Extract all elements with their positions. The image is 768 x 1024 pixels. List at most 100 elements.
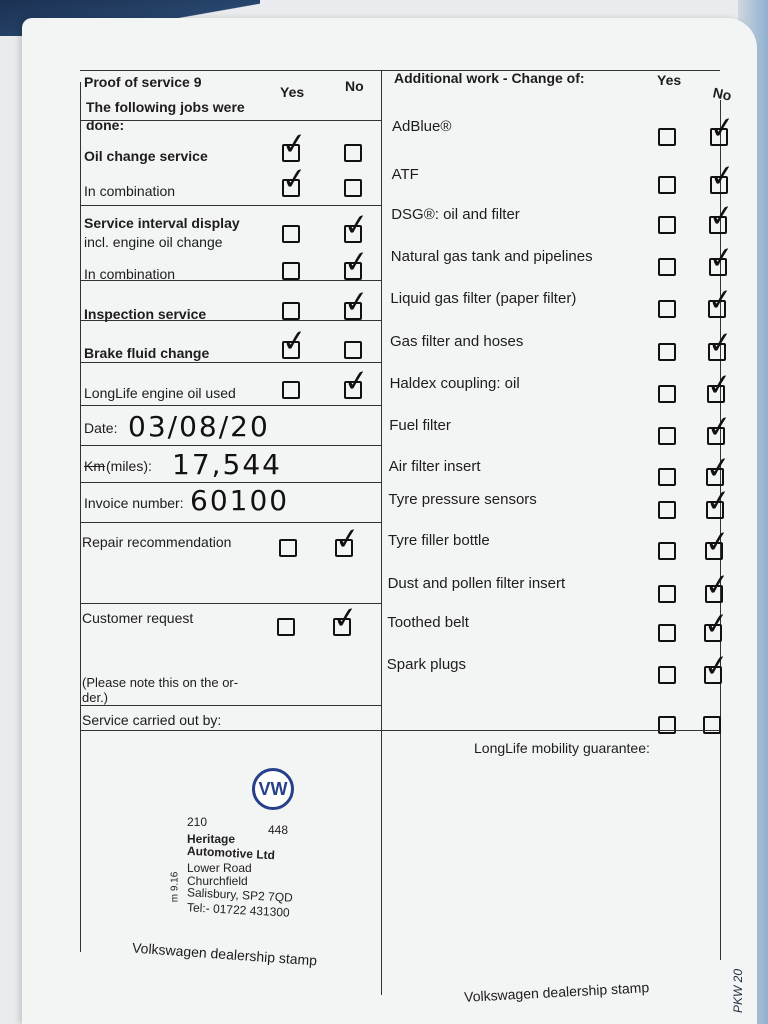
- customer-label: Customer request: [82, 610, 194, 626]
- job-yes-checkbox[interactable]: [282, 179, 300, 197]
- job-label: In combination: [84, 183, 176, 199]
- checkmark-icon: ✓: [342, 206, 371, 245]
- job-no-checkbox[interactable]: [344, 302, 362, 320]
- additional-work-yes-checkbox[interactable]: [658, 216, 676, 234]
- additional-work-title: Additional work - Change of:: [394, 70, 585, 86]
- stamp-code1: 210: [187, 815, 208, 829]
- checkmark-icon: ✓: [342, 362, 371, 401]
- additional-work-label: Liquid gas filter (paper filter): [390, 290, 577, 307]
- divider: [80, 405, 381, 406]
- additional-work-no-checkbox[interactable]: [709, 216, 727, 234]
- job-no-checkbox[interactable]: [344, 341, 362, 359]
- divider: [720, 100, 721, 960]
- additional-work-yes-checkbox[interactable]: [658, 542, 676, 560]
- job-no-checkbox[interactable]: [344, 381, 362, 399]
- additional-work-no-checkbox[interactable]: [703, 716, 721, 734]
- divider: [80, 320, 381, 321]
- additional-work-no-checkbox[interactable]: [709, 176, 728, 194]
- additional-work-yes-checkbox[interactable]: [658, 343, 676, 361]
- additional-work-yes-checkbox[interactable]: [658, 300, 676, 318]
- page-code: PKW 20: [731, 969, 745, 1014]
- divider: [80, 482, 381, 483]
- additional-work-no-checkbox[interactable]: [704, 585, 723, 603]
- no-header: No: [345, 78, 364, 94]
- additional-work-yes-checkbox[interactable]: [658, 501, 676, 519]
- additional-work-label: Tyre filler bottle: [388, 532, 490, 549]
- additional-work-no-checkbox[interactable]: [707, 385, 725, 403]
- job-yes-checkbox[interactable]: [282, 144, 300, 162]
- additional-work-no-checkbox[interactable]: [705, 542, 723, 560]
- customer-yes-checkbox[interactable]: [277, 618, 295, 636]
- additional-work-yes-checkbox[interactable]: [658, 666, 676, 684]
- checkmark-icon: ✓: [704, 449, 733, 488]
- job-no-checkbox[interactable]: [344, 179, 362, 197]
- job-yes-checkbox[interactable]: [282, 381, 300, 399]
- job-yes-checkbox[interactable]: [282, 302, 300, 320]
- additional-work-yes-checkbox[interactable]: [658, 468, 676, 486]
- additional-work-no-checkbox[interactable]: [706, 427, 725, 445]
- divider: [80, 120, 381, 121]
- divider: [381, 730, 720, 731]
- additional-work-label: Haldex coupling: oil: [389, 375, 520, 392]
- divider: [80, 70, 720, 71]
- job-yes-checkbox[interactable]: [282, 225, 300, 243]
- checkmark-icon: ✓: [706, 281, 735, 320]
- job-label: In combination: [84, 266, 176, 282]
- job-yes-checkbox[interactable]: [282, 341, 300, 359]
- additional-work-no-checkbox[interactable]: [706, 468, 724, 486]
- checkmark-icon: ✓: [280, 322, 309, 361]
- repair-yes-checkbox[interactable]: [279, 539, 297, 557]
- job-yes-checkbox[interactable]: [282, 262, 300, 280]
- note-line1: (Please note this on the or-: [82, 675, 239, 690]
- checkmark-icon: ✓: [706, 239, 736, 278]
- additional-work-no-checkbox[interactable]: [707, 343, 726, 361]
- additional-work-yes-checkbox[interactable]: [658, 427, 676, 445]
- additional-work-yes-checkbox[interactable]: [658, 624, 676, 642]
- invoice-label: Invoice number:: [84, 495, 184, 511]
- additional-work-yes-checkbox[interactable]: [658, 258, 676, 276]
- additional-work-no-checkbox[interactable]: [704, 624, 722, 642]
- yes-header-right: Yes: [657, 72, 682, 88]
- repair-label: Repair recommendation: [82, 534, 232, 550]
- divider: [80, 445, 381, 446]
- job-sublabel: incl. engine oil change: [84, 234, 223, 250]
- checkmark-icon: ✓: [342, 283, 371, 322]
- additional-work-no-checkbox[interactable]: [705, 501, 724, 519]
- additional-work-yes-checkbox[interactable]: [658, 385, 676, 403]
- additional-work-yes-checkbox[interactable]: [658, 128, 676, 146]
- date-value: 03/08/20: [128, 410, 270, 443]
- additional-work-no-checkbox[interactable]: [703, 666, 722, 684]
- divider: [80, 82, 81, 952]
- stamp-addr1: Lower Road: [187, 861, 252, 875]
- divider: [80, 603, 381, 604]
- job-label: Brake fluid change: [84, 345, 210, 361]
- stamp-caption-left: Volkswagen dealership stamp: [131, 939, 318, 969]
- job-label: Inspection service: [84, 306, 207, 322]
- additional-work-yes-checkbox[interactable]: [658, 585, 676, 603]
- vw-logo-text: VW: [258, 778, 288, 799]
- additional-work-no-checkbox[interactable]: [710, 128, 728, 146]
- additional-work-label: Tyre pressure sensors: [388, 491, 537, 508]
- additional-work-yes-checkbox[interactable]: [658, 176, 676, 194]
- job-no-checkbox[interactable]: [344, 262, 362, 280]
- miles-label: (miles):: [106, 458, 152, 474]
- additional-work-label: Fuel filter: [389, 417, 451, 434]
- checkmark-icon: ✓: [333, 520, 362, 559]
- checkmark-icon: ✓: [702, 566, 732, 605]
- job-label: Service interval display: [84, 215, 240, 231]
- stamp-name2: Automotive Ltd: [186, 843, 276, 863]
- repair-no-checkbox[interactable]: [335, 539, 353, 557]
- additional-work-no-checkbox[interactable]: [708, 258, 727, 276]
- customer-no-checkbox[interactable]: [333, 618, 351, 636]
- miles-value: 17,544: [172, 448, 282, 481]
- additional-work-yes-checkbox[interactable]: [658, 716, 676, 734]
- stamp-addr2: Churchfield: [187, 874, 248, 888]
- job-no-checkbox[interactable]: [344, 144, 362, 162]
- note-line2: der.): [82, 690, 109, 705]
- divider: [80, 205, 381, 206]
- additional-work-no-checkbox[interactable]: [708, 300, 726, 318]
- checkmark-icon: ✓: [701, 647, 731, 686]
- stamp-caption-right: Volkswagen dealership stamp: [463, 979, 650, 1005]
- job-no-checkbox[interactable]: [344, 225, 362, 243]
- checkmark-icon: ✓: [342, 243, 371, 282]
